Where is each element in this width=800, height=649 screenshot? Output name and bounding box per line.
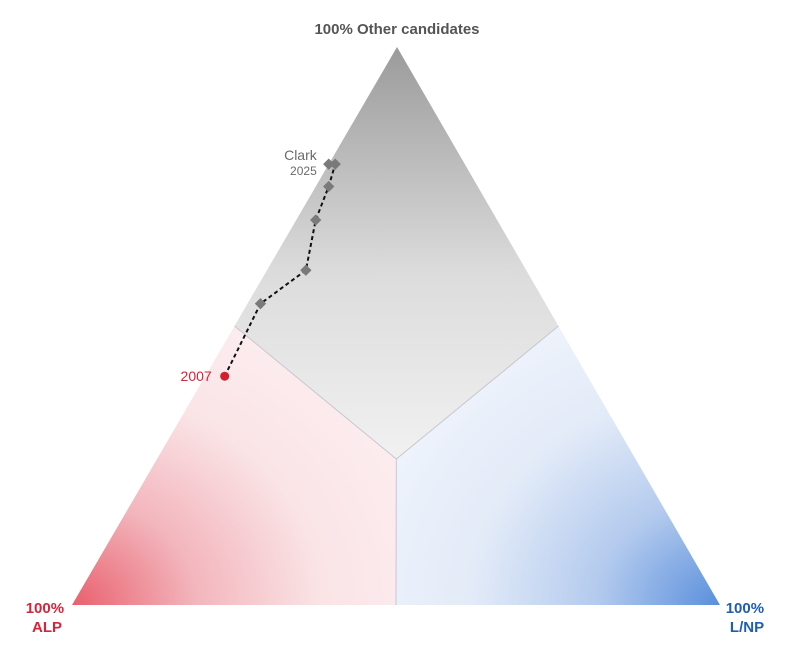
data-point-5 xyxy=(323,180,335,193)
data-point-start xyxy=(220,371,230,381)
region-layer xyxy=(72,47,720,605)
corner-label-lnp-party: L/NP xyxy=(730,619,764,636)
lnp-region xyxy=(396,326,720,605)
divider-line-1 xyxy=(234,325,397,460)
corner-label-alp: 100% ALP xyxy=(26,600,69,636)
data-point-7 xyxy=(323,158,335,170)
end-year-label: 2025 xyxy=(290,164,317,178)
marker-layer xyxy=(220,158,341,381)
data-point-3 xyxy=(300,264,312,276)
corner-label-alp-pct: 100% xyxy=(26,600,64,617)
corner-label-lnp: 100% L/NP xyxy=(726,600,769,636)
corner-label-alp-party: ALP xyxy=(32,619,62,636)
other-region xyxy=(234,47,559,459)
alp-region xyxy=(72,326,397,605)
corner-label-other: 100% Other candidates xyxy=(314,21,479,38)
data-point-4 xyxy=(310,214,322,226)
divider-line-2 xyxy=(396,325,559,460)
end-name-label: Clark xyxy=(284,147,318,163)
data-point-6 xyxy=(329,158,341,170)
start-year-label: 2007 xyxy=(181,368,212,384)
data-point-2 xyxy=(254,298,267,310)
divider-lines xyxy=(234,325,559,606)
corner-label-lnp-pct: 100% xyxy=(726,600,764,617)
